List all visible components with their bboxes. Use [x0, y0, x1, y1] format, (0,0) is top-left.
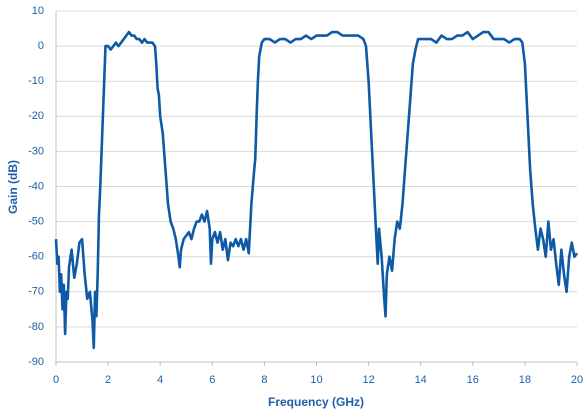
y-tick-label: -80 — [28, 321, 44, 333]
x-tick-label: 8 — [261, 374, 267, 386]
x-axis-title: Frequency (GHz) — [268, 395, 364, 409]
x-tick-label: 0 — [53, 374, 59, 386]
x-tick-label: 6 — [209, 374, 215, 386]
y-tick-label: -70 — [28, 286, 44, 298]
x-tick-label: 18 — [519, 374, 531, 386]
data-line — [54, 30, 579, 350]
y-tick-label: -20 — [28, 110, 44, 122]
y-axis-title: Gain (dB) — [6, 160, 20, 214]
x-tick-label: 10 — [310, 374, 322, 386]
x-tick-label: 20 — [571, 374, 583, 386]
x-tick-label: 2 — [105, 374, 111, 386]
y-tick-label: -50 — [28, 216, 44, 228]
x-tick-label: 14 — [415, 374, 427, 386]
x-tick-label: 12 — [362, 374, 374, 386]
y-tick-label: 0 — [38, 40, 44, 52]
x-tick-label: 4 — [157, 374, 163, 386]
x-tick-label: 16 — [467, 374, 479, 386]
y-tick-label: -40 — [28, 180, 44, 192]
y-tick-label: 10 — [32, 5, 44, 17]
y-tick-label: -60 — [28, 251, 44, 263]
y-tick-label: -30 — [28, 145, 44, 157]
y-tick-label: -90 — [28, 356, 44, 368]
y-tick-label: -10 — [28, 75, 44, 87]
